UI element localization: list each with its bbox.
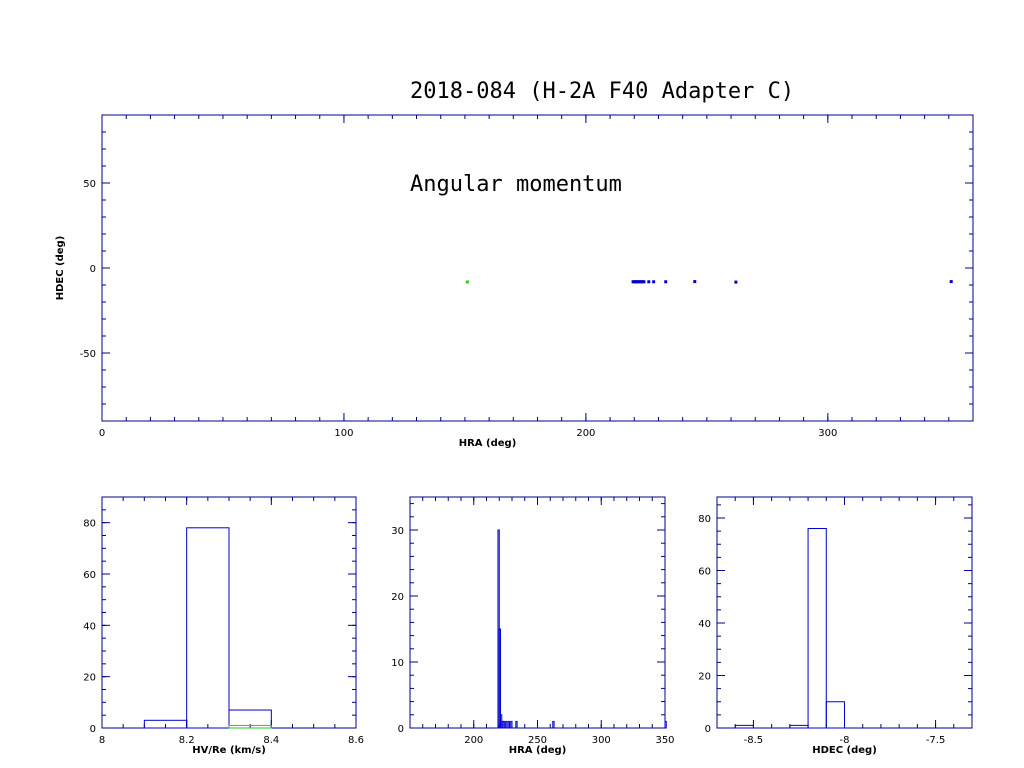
x-tick-label: 200 bbox=[464, 735, 483, 746]
y-tick-label: 10 bbox=[391, 658, 404, 669]
x-axis-label: HRA (deg) bbox=[509, 745, 567, 756]
histogram-bar bbox=[498, 628, 502, 729]
y-axis-label: HDEC (deg) bbox=[55, 236, 66, 301]
histogram-bar bbox=[552, 720, 555, 729]
histogram-bar bbox=[228, 724, 272, 729]
chart-title: 2018-084 (H-2A F40 Adapter C) Angular mo… bbox=[410, 14, 794, 231]
data-point bbox=[949, 280, 953, 284]
x-tick-label: 100 bbox=[334, 428, 353, 439]
x-tick-label: 8.2 bbox=[179, 735, 195, 746]
data-point bbox=[647, 280, 651, 284]
velocity-histogram: 8 8.2 8.4 8.6 0 20 40 60 80 HV/Re (km/s) bbox=[83, 496, 364, 756]
y-tick-label: 0 bbox=[398, 724, 404, 735]
histogram-bar bbox=[505, 720, 508, 729]
hdec-histogram: -8.5 -8 -7.5 0 20 40 60 80 HDEC (deg) bbox=[698, 496, 973, 756]
histogram-bar bbox=[825, 701, 845, 729]
plot-frame bbox=[409, 496, 666, 729]
x-tick-label: 8.6 bbox=[348, 735, 364, 746]
data-point bbox=[465, 280, 469, 284]
histogram-bar bbox=[186, 527, 230, 729]
histogram-bar bbox=[507, 720, 510, 729]
y-tick-label: 40 bbox=[698, 619, 711, 630]
hra-histogram: 200 250 300 350 0 10 20 30 HRA (deg) bbox=[391, 496, 675, 756]
x-tick-label: 300 bbox=[592, 735, 611, 746]
y-tick-label: 0 bbox=[705, 724, 711, 735]
sky-scatter-plot: 0 100 200 300 50 0 -50 HRA (deg) HDEC (deg) bbox=[55, 114, 974, 449]
x-tick-label: 250 bbox=[528, 735, 547, 746]
y-tick-label: 80 bbox=[83, 519, 96, 530]
x-tick-label: 200 bbox=[576, 428, 595, 439]
y-tick-label: -50 bbox=[80, 349, 96, 360]
y-tick-label: 30 bbox=[391, 526, 404, 537]
plot-frame bbox=[716, 496, 973, 729]
data-point bbox=[693, 280, 697, 284]
title-line-2: Angular momentum bbox=[410, 172, 622, 197]
x-tick-label: 350 bbox=[655, 735, 674, 746]
x-tick-label: 8.4 bbox=[263, 735, 279, 746]
x-axis-label: HDEC (deg) bbox=[812, 745, 877, 756]
histogram-bar bbox=[734, 724, 754, 729]
y-tick-label: 50 bbox=[83, 179, 96, 190]
x-tick-label: -7.5 bbox=[926, 735, 946, 746]
x-tick-label: 300 bbox=[818, 428, 837, 439]
x-tick-label: -8 bbox=[840, 735, 850, 746]
data-point bbox=[664, 280, 668, 284]
y-tick-label: 40 bbox=[83, 621, 96, 632]
x-tick-label: -8.5 bbox=[744, 735, 764, 746]
y-tick-label: 20 bbox=[83, 673, 96, 684]
y-tick-label: 0 bbox=[90, 264, 96, 275]
y-tick-label: 0 bbox=[90, 724, 96, 735]
plot-frame bbox=[101, 114, 974, 422]
y-tick-label: 60 bbox=[83, 570, 96, 581]
y-tick-label: 60 bbox=[698, 567, 711, 578]
x-axis-label: HRA (deg) bbox=[459, 438, 517, 449]
data-point bbox=[652, 280, 656, 284]
y-tick-label: 80 bbox=[698, 514, 711, 525]
y-tick-label: 20 bbox=[391, 592, 404, 603]
histogram-bar bbox=[515, 720, 518, 729]
x-tick-label: 0 bbox=[99, 428, 105, 439]
x-tick-label: 8 bbox=[99, 735, 105, 746]
x-axis-label: HV/Re (km/s) bbox=[192, 745, 266, 756]
histogram-bar bbox=[807, 528, 827, 729]
title-line-1: 2018-084 (H-2A F40 Adapter C) bbox=[410, 79, 795, 104]
data-point bbox=[734, 280, 738, 284]
histogram-bar bbox=[502, 720, 505, 729]
data-point bbox=[642, 280, 646, 284]
histogram-bar bbox=[664, 720, 667, 729]
histogram-bar bbox=[510, 720, 513, 729]
y-tick-label: 20 bbox=[698, 672, 711, 683]
histogram-bar bbox=[789, 724, 809, 729]
